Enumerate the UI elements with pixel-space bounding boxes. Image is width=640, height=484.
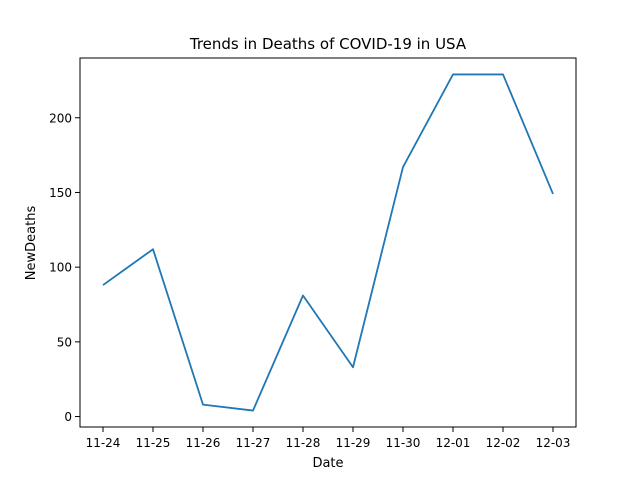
x-tick-label: 12-01: [436, 436, 471, 450]
x-tick-label: 11-25: [136, 436, 171, 450]
x-axis-label: Date: [312, 456, 343, 471]
series-line: [102, 73, 554, 412]
y-axis-label: NewDeaths: [24, 206, 39, 281]
chart-title: Trends in Deaths of COVID-19 in USA: [189, 35, 467, 53]
x-tick-label: 11-26: [186, 436, 221, 450]
y-tick-label: 100: [49, 261, 72, 275]
x-tick-label: 11-28: [286, 436, 321, 450]
y-tick-label: 200: [49, 111, 72, 125]
y-axis-ticks: 0 50 100 150 200: [49, 111, 80, 424]
y-tick-label: 0: [64, 410, 72, 424]
x-tick-label: 11-30: [386, 436, 421, 450]
y-tick-label: 150: [49, 186, 72, 200]
y-tick-label: 50: [57, 335, 72, 349]
x-tick-label: 12-03: [536, 436, 571, 450]
x-tick-label: 11-27: [236, 436, 271, 450]
plot-area-frame: [79, 57, 577, 428]
x-axis-ticks: 11-24 11-25 11-26 11-27 11-28 11-29 11-30 12-01…: [86, 427, 571, 450]
x-tick-label: 12-02: [486, 436, 521, 450]
x-tick-label: 11-24: [86, 436, 121, 450]
x-tick-label: 11-29: [336, 436, 371, 450]
